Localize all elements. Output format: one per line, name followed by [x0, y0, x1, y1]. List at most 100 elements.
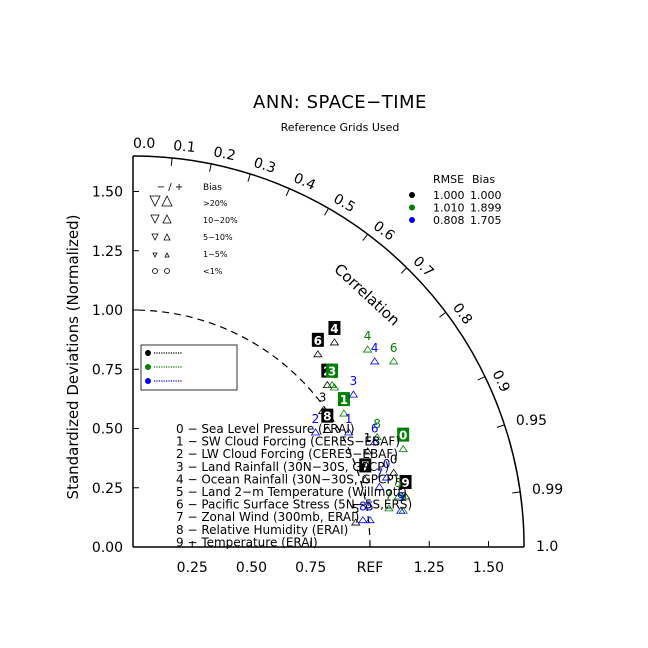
diagram-axes: 0.25 0.50 0.75 REF 1.25 1.500.000.250.500.751… — [92, 136, 563, 576]
data-point-label: 8 — [373, 417, 381, 431]
data-point-triangle — [351, 518, 361, 526]
bias-legend-label: 1−5% — [203, 250, 228, 259]
data-point-box — [337, 392, 350, 407]
data-point-triangle — [374, 482, 385, 490]
data-point: 3 — [326, 363, 339, 389]
y-tick-label: 0.50 — [92, 422, 123, 438]
data-point-triangle — [362, 345, 373, 353]
data-point-triangle — [358, 515, 368, 524]
correlation-tick-label: 0.8 — [449, 300, 475, 327]
data-point: 4 — [328, 320, 341, 346]
legends: − / + Bias >20% 10−20% 5−10% 1−5% <1% RMSE Bias 1… — [140, 173, 502, 549]
data-point: 9 — [399, 475, 412, 500]
data-point-triangle — [310, 428, 321, 436]
data-point: 8 — [321, 408, 334, 434]
stats-header-bias: Bias — [472, 173, 495, 186]
data-point: 4 — [362, 329, 373, 353]
bias-legend-up-triangle — [162, 214, 172, 224]
bias-legend-circle — [164, 268, 170, 274]
data-point-box — [399, 475, 412, 490]
correlation-tick-label: 1.0 — [536, 539, 558, 555]
bias-legend-down-triangle — [150, 214, 160, 224]
data-point-label: 4 — [371, 341, 379, 355]
correlation-tick — [362, 233, 369, 241]
variable-legend-item: 9 − Temperature (ERAI) — [176, 535, 318, 549]
data-point: 8 — [372, 417, 382, 441]
stats-row-rmse: 1.010 — [433, 202, 465, 215]
data-point-label: 8 — [359, 500, 367, 514]
variable-legend-item: 2 − LW Cloud Forcing (CERES−EBAF) — [176, 447, 398, 461]
correlation-tick — [209, 163, 212, 172]
stats-row-rmse: 0.808 — [433, 214, 465, 227]
data-point-label: 5 — [366, 500, 374, 514]
data-point: 1 — [343, 412, 354, 436]
correlation-arc — [132, 155, 525, 548]
variable-legend-item: 4 − Ocean Rainfall (30N−30S, GPCP) — [176, 472, 398, 486]
data-point: 6 — [388, 341, 399, 365]
data-point: 0 — [381, 457, 392, 481]
bias-legend-down-triangle — [152, 252, 158, 258]
variable-legend-item: 6 − Pacific Surface Stress (5N−5S,ERS) — [176, 498, 412, 512]
data-point-triangle — [329, 338, 340, 346]
variable-legend-item: 3 − Land Rainfall (30N−30S, GPCP) — [176, 460, 389, 474]
correlation-tick-label: 0.7 — [410, 253, 437, 280]
data-point-box — [311, 332, 324, 347]
data-point-label: 6 — [314, 334, 322, 348]
data-point: 5 — [351, 502, 361, 526]
case-legend-dot — [145, 350, 151, 356]
data-point-triangle — [339, 409, 349, 417]
data-markers: 012345678901234567890123456789 — [310, 320, 412, 526]
data-point-triangle — [369, 357, 380, 365]
data-point: 6 — [311, 332, 324, 358]
data-point: 7 — [384, 488, 394, 512]
data-point-triangle — [388, 468, 399, 476]
correlation-tick-label: 0.3 — [252, 155, 278, 177]
stats-row-dot — [409, 192, 415, 198]
chart-subtitle: Reference Grids Used — [281, 121, 400, 134]
data-point: 8 — [358, 500, 368, 524]
variable-legend-item: 5 − Land 2−m Temperature (Willmott) — [176, 485, 407, 499]
data-point-triangle — [322, 425, 333, 434]
data-point: 5 — [365, 500, 375, 524]
correlation-tick-label: 0.99 — [532, 482, 563, 498]
correlation-tick — [285, 188, 290, 197]
data-point: 4 — [369, 341, 380, 365]
correlation-tick — [324, 208, 329, 216]
data-point-triangle — [313, 350, 323, 358]
x-tick-label: 0.75 — [295, 560, 326, 576]
correlation-tick — [496, 424, 505, 428]
variable-legend-item: 0 − Sea Level Pressure (ERAI) — [176, 422, 355, 436]
data-point-label: 2 — [312, 412, 320, 426]
data-point-triangle — [322, 380, 333, 389]
data-point-label: 4 — [330, 322, 338, 336]
data-point-triangle — [362, 447, 373, 455]
data-point-triangle — [372, 433, 382, 441]
correlation-tick — [512, 491, 521, 494]
bias-legend-label: >20% — [203, 199, 228, 208]
bias-legend-symbols: − / + — [157, 182, 183, 193]
variable-legend-item: 7 − Zonal Wind (300mb, ERAI) — [176, 510, 359, 524]
data-point: 1 — [337, 392, 350, 417]
data-point-label: 1 — [340, 393, 348, 407]
bias-legend-label: <1% — [203, 267, 223, 276]
correlation-tick-label: 0.6 — [370, 218, 397, 244]
data-point-label: 3 — [319, 391, 327, 405]
bias-legend-down-triangle — [151, 233, 159, 241]
data-point-triangle — [369, 437, 380, 445]
data-point-label: 0 — [399, 429, 407, 443]
bias-legend-up-triangle — [161, 195, 173, 207]
data-point-triangle — [384, 504, 394, 512]
reference-arc — [132, 309, 371, 548]
correlation-tick-label: 0.2 — [212, 144, 237, 164]
data-point-triangle — [343, 428, 354, 436]
correlation-axis-label: Correlation — [331, 260, 404, 329]
data-point-label: 9 — [399, 490, 407, 504]
y-tick-label: 0.25 — [92, 481, 123, 497]
data-point-label: 3 — [350, 374, 358, 388]
data-point-label: 7 — [361, 459, 369, 473]
data-point-label: 8 — [323, 410, 331, 424]
data-point-box — [359, 458, 372, 473]
stats-row-bias: 1.899 — [470, 202, 502, 215]
bias-legend-down-triangle — [149, 195, 161, 207]
bias-legend-label: 10−20% — [203, 216, 238, 225]
